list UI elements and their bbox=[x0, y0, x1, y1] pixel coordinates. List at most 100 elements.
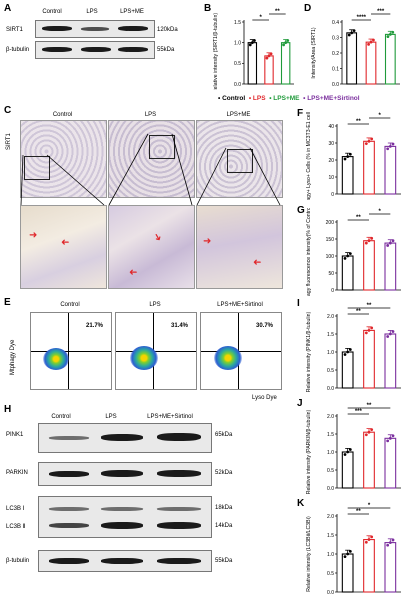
data-point bbox=[367, 42, 370, 46]
panel-letter-c: C bbox=[4, 105, 12, 116]
sig-label: ** bbox=[367, 303, 372, 309]
facs-title: LPS bbox=[149, 302, 161, 308]
legend-dot: • bbox=[218, 95, 221, 102]
sig-label: ** bbox=[367, 403, 372, 409]
facs-percent: 31.4% bbox=[171, 323, 189, 329]
y-tick-label: 0.4 bbox=[332, 20, 339, 26]
lane-label: LPS+ME+Sirtinol bbox=[147, 414, 193, 420]
bar-chart-d: Intensity/Area (SIRT1) 0.0 0.1 0.2 0.3 0.4 ***… bbox=[311, 9, 400, 88]
facs-plot-lps: 31.4% bbox=[115, 312, 197, 390]
y-tick-label: 0 bbox=[331, 288, 334, 294]
y-tick-label: 0.5 bbox=[234, 61, 241, 67]
ihc-zoom-lps: ➜ ➜ bbox=[108, 205, 195, 289]
legend-label: Control bbox=[222, 95, 246, 102]
y-tick-label: 1.0 bbox=[327, 350, 334, 356]
bar bbox=[264, 55, 274, 85]
y-tick-label: 1.0 bbox=[234, 40, 241, 46]
data-point bbox=[388, 332, 392, 336]
bar bbox=[363, 431, 375, 489]
bar bbox=[341, 156, 354, 195]
data-point bbox=[370, 535, 374, 539]
data-point bbox=[367, 329, 371, 332]
axis-ylabel: Relative intensity (SIRT1/β-tubulin) bbox=[213, 13, 219, 90]
y-tick-label: 0.0 bbox=[332, 82, 339, 88]
y-tick-label: 200 bbox=[326, 220, 335, 226]
sig-label: * bbox=[378, 113, 381, 119]
data-point bbox=[367, 538, 371, 541]
blot-beta-tubulin bbox=[35, 41, 155, 59]
row-label: β-tubulin bbox=[6, 558, 30, 564]
bar bbox=[363, 140, 375, 195]
panel-letter-i: I bbox=[297, 298, 300, 309]
legend-dot: • bbox=[248, 95, 252, 102]
axis-ylabel: Relative intensity (LC3BⅡ/LC3BⅠ) bbox=[306, 516, 312, 592]
y-tick-label: 0.0 bbox=[327, 386, 334, 392]
y-tick-label: 50 bbox=[328, 271, 334, 277]
sig-label: *** bbox=[377, 9, 385, 15]
ihc-image-lps bbox=[108, 120, 195, 198]
axis-ylabel: Relative intensity (PARKIN/β-tubulin) bbox=[306, 409, 312, 494]
bar-chart-g: Mtphagy fluorescence intensity(% of Cont… bbox=[306, 208, 401, 296]
sig-label: ** bbox=[356, 119, 361, 125]
kda-label: 55kDa bbox=[215, 558, 233, 564]
axis-ylabel: Mtphagy+ Lyso+ Cells (% in MC3T3-E1 cell… bbox=[306, 112, 312, 200]
data-point bbox=[347, 33, 351, 37]
sig-label: ** bbox=[356, 215, 361, 221]
data-point bbox=[391, 330, 395, 333]
data-point bbox=[388, 541, 392, 544]
y-tick-label: 40 bbox=[328, 124, 334, 130]
data-point bbox=[348, 448, 352, 451]
row-label: SIRT1 bbox=[6, 27, 23, 33]
data-point bbox=[391, 538, 395, 542]
bar bbox=[384, 542, 397, 593]
sig-label: * bbox=[378, 209, 381, 215]
lane-label: LPS+ME bbox=[120, 9, 144, 15]
data-point bbox=[370, 137, 374, 141]
kda-label: 55kDa bbox=[157, 47, 175, 53]
legend-label: LPS+ME bbox=[273, 95, 300, 102]
ihc-zoom-control: ➜ ➜ bbox=[20, 205, 107, 289]
panel-letter-f: F bbox=[297, 108, 304, 119]
bar bbox=[384, 333, 397, 389]
data-point bbox=[348, 252, 352, 256]
bar bbox=[341, 351, 354, 389]
row-label: LC3B Ⅰ bbox=[6, 506, 25, 512]
data-point bbox=[348, 549, 352, 553]
data-point bbox=[364, 331, 368, 335]
bar bbox=[346, 32, 358, 85]
panel-letter-a: A bbox=[4, 3, 12, 14]
y-tick-label: 150 bbox=[326, 237, 335, 243]
facs-title: Control bbox=[60, 302, 80, 308]
sig-label: *** bbox=[355, 409, 363, 415]
y-tick-label: 100 bbox=[326, 254, 335, 260]
blot-pink1 bbox=[38, 423, 212, 453]
facs-xlabel: Lyso Dye bbox=[252, 395, 277, 401]
data-point bbox=[346, 552, 350, 556]
data-point bbox=[250, 41, 254, 45]
y-tick-label: 0.2 bbox=[332, 51, 339, 57]
bar bbox=[280, 42, 291, 85]
y-tick-label: 1.5 bbox=[327, 332, 334, 338]
axis-ylabel: Mtphagy fluorescence intensity(% of Cont… bbox=[306, 208, 312, 296]
legend-label: LPS+ME+Sirtinol bbox=[307, 95, 360, 102]
facs-plot-control: 21.7% bbox=[30, 312, 112, 390]
data-point bbox=[386, 35, 390, 38]
row-label: β-tubulin bbox=[6, 47, 30, 53]
kda-label: 65kDa bbox=[215, 432, 233, 438]
legend: • Control • LPS • LPS+ME • LPS+ME+Sirtin… bbox=[218, 95, 408, 102]
y-tick-label: 1.5 bbox=[234, 20, 241, 26]
panel-letter-b: B bbox=[204, 3, 212, 14]
data-point bbox=[248, 43, 252, 47]
kda-label: 52kDa bbox=[215, 470, 233, 476]
ihc-title: LPS bbox=[144, 112, 157, 118]
kda-label: 14kDa bbox=[215, 523, 233, 529]
facs-title: LPS+ME+Sirtinol bbox=[217, 302, 263, 308]
data-point bbox=[391, 239, 395, 243]
bar bbox=[363, 329, 375, 389]
bar bbox=[365, 41, 377, 85]
data-point bbox=[369, 40, 373, 44]
y-tick-label: 0.5 bbox=[327, 468, 334, 474]
bar bbox=[341, 553, 354, 593]
bar bbox=[363, 539, 375, 593]
panel-letter-d: D bbox=[304, 3, 312, 14]
